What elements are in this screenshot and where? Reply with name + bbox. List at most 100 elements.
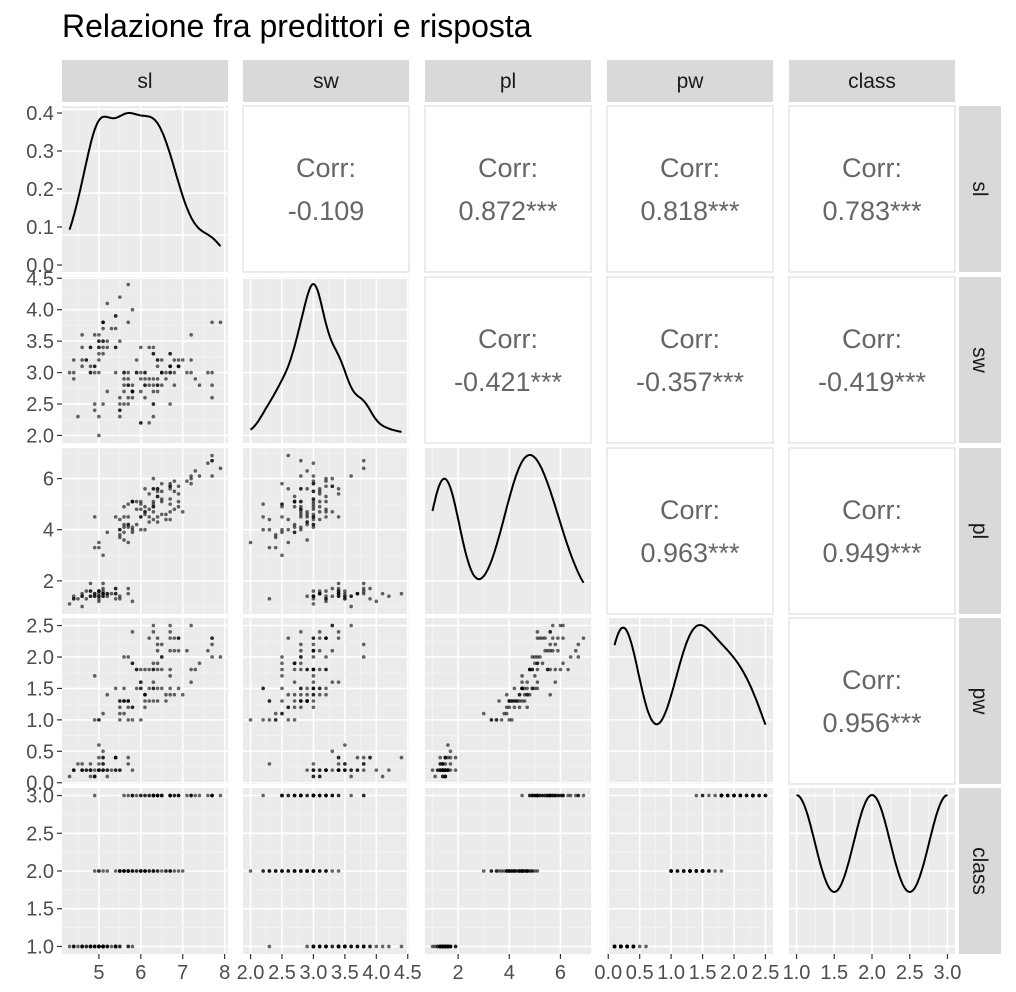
point-pl-sw: [305, 512, 309, 517]
strip-top-label-pw: pw: [677, 70, 705, 93]
point-class-pw: [669, 869, 673, 873]
point-sw-sl: [71, 377, 76, 381]
point-class-pw: [732, 793, 736, 798]
point-pw-pl: [440, 768, 445, 772]
y-tick-label-class: 1.0: [26, 936, 54, 958]
point-pw-pl: [533, 674, 537, 678]
point-pw-sw: [374, 768, 379, 772]
point-pl-sl: [155, 489, 160, 494]
point-pw-pl: [438, 762, 443, 766]
point-class-pl: [489, 869, 494, 873]
point-pl-sl: [97, 599, 101, 604]
point-class-sw: [336, 869, 341, 873]
point-pl-sw: [336, 589, 341, 593]
point-pl-sl: [130, 527, 135, 532]
point-pw-sl: [101, 768, 105, 772]
point-pw-sl: [101, 749, 105, 754]
point-pw-sw: [324, 686, 328, 691]
y-tick-label-pw: 2.5: [26, 616, 54, 638]
y-tick-label-pw: 0.0: [26, 773, 54, 795]
point-sw-sl: [118, 295, 122, 299]
point-class-sw: [343, 944, 347, 949]
x-tick-label-class: 1.0: [783, 962, 811, 984]
point-class-sw: [349, 793, 353, 798]
point-pl-sl: [118, 527, 122, 532]
point-pl-sl: [118, 535, 122, 540]
point-class-sl: [67, 944, 72, 949]
point-pw-pl: [520, 699, 524, 703]
point-pw-pl: [558, 623, 563, 628]
point-pl-sw: [330, 586, 335, 591]
point-sw-sl: [71, 358, 76, 362]
point-pl-sw: [368, 596, 372, 601]
density-curve-sl: [68, 112, 222, 247]
point-pw-pl: [561, 636, 565, 640]
point-pw-sl: [101, 755, 105, 760]
strip-right-pl: [959, 448, 1001, 614]
point-pw-sw: [336, 762, 341, 766]
point-sw-sl: [97, 333, 101, 337]
point-class-sl: [105, 869, 110, 873]
point-sw-sl: [105, 339, 110, 343]
point-pl-sw: [311, 512, 316, 517]
strip-right-class: [959, 788, 1001, 954]
point-class-sl: [147, 869, 151, 873]
point-pw-pl: [438, 755, 443, 760]
point-pl-sl: [172, 489, 177, 494]
point-pl-sw: [343, 594, 347, 599]
point-pw-sw: [317, 630, 322, 634]
point-class-pl: [548, 793, 553, 798]
point-class-sl: [168, 869, 172, 873]
point-pw-sl: [155, 699, 160, 703]
corr-panel-sl-pw: [606, 105, 774, 273]
point-pw-sl: [118, 705, 122, 710]
point-pl-sl: [139, 515, 143, 519]
point-pl-sw: [349, 604, 353, 609]
point-pl-sl: [80, 594, 84, 599]
point-class-pl: [530, 869, 535, 873]
strip-right-pw: [959, 618, 1001, 784]
point-pl-sl: [122, 504, 126, 509]
point-pl-sl: [197, 474, 202, 478]
point-pw-sw: [361, 642, 366, 647]
point-sw-sl: [130, 307, 135, 312]
point-pw-sw: [292, 667, 297, 672]
point-pl-sl: [134, 499, 139, 504]
point-pw-sw: [286, 718, 291, 722]
y-tick-label-class: 2.5: [26, 823, 54, 845]
strip-right-label-class: class: [968, 847, 991, 895]
x-tick-label-sw: 2.0: [237, 962, 265, 984]
point-sw-sl: [80, 358, 84, 362]
point-class-sl: [113, 944, 118, 949]
point-sw-sl: [139, 370, 143, 375]
point-pw-sw: [349, 768, 353, 772]
point-class-pw: [625, 944, 629, 949]
point-pl-sl: [113, 515, 118, 519]
y-tick-label-density: 0.4: [26, 103, 54, 125]
point-pw-pl: [443, 755, 448, 760]
point-pw-sw: [343, 768, 347, 772]
density-curve-sw: [249, 282, 402, 433]
point-sw-sl: [97, 358, 101, 362]
point-class-pw: [694, 869, 699, 873]
point-pw-pl: [530, 667, 535, 672]
point-sw-sl: [172, 383, 177, 387]
point-pw-pl: [502, 711, 506, 716]
point-sw-sl: [92, 370, 97, 375]
point-sw-sl: [126, 370, 131, 375]
point-pl-sl: [151, 510, 156, 514]
point-class-sl: [172, 869, 177, 873]
point-class-pw: [744, 793, 749, 798]
point-pw-sl: [176, 648, 181, 653]
point-pl-sw: [361, 586, 366, 591]
point-pl-sw: [343, 596, 347, 601]
point-class-sl: [164, 869, 168, 873]
point-sw-sl: [218, 320, 223, 325]
point-pl-sw: [299, 525, 303, 529]
point-sw-sl: [143, 370, 147, 375]
point-pl-sl: [159, 497, 164, 501]
point-pw-sw: [292, 661, 297, 666]
point-class-sl: [92, 944, 97, 949]
point-pw-sw: [311, 699, 316, 703]
y-tick-label-density: 0.3: [26, 141, 54, 163]
